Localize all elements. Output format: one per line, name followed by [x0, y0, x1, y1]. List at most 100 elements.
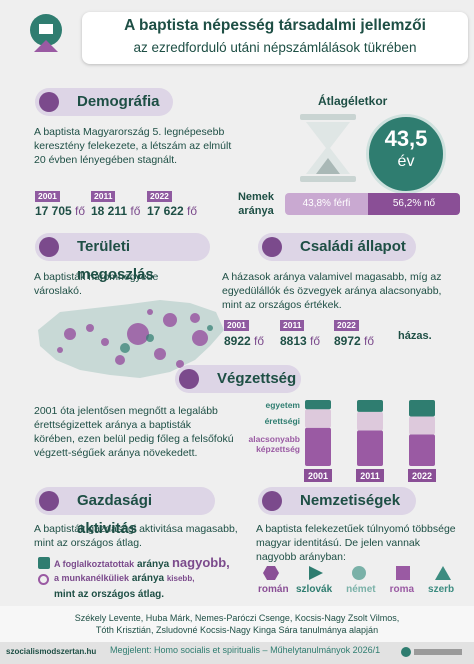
value: 17 622 fő [147, 204, 197, 218]
heading-text: Gazdasági aktivitás [77, 492, 153, 537]
item: roma [389, 584, 415, 595]
paragraph: A baptista felekezetűek túlnyomó többség… [256, 523, 456, 563]
paragraph: A baptisták gazdasági aktivitása magasab… [34, 523, 238, 549]
education-chart: egyetem érettségi alacsonyabb képzettség 200… [249, 400, 436, 482]
age-unit: év [397, 153, 415, 170]
unit: fő [130, 204, 141, 218]
year: 2001 [35, 191, 60, 202]
section-heading: Végzettség [175, 365, 301, 393]
icon [179, 369, 199, 389]
item: szlovák [296, 584, 333, 595]
value: 17 705 fő [35, 204, 85, 218]
economy-line: a munkanélküliek aránya kisebb, [54, 573, 194, 584]
economy-line: mint az országos átlag. [54, 589, 165, 600]
paragraph: A baptisták háromnegyede városlakó. [34, 271, 159, 297]
heading-text: Demográfia [77, 93, 160, 110]
number: 8813 [280, 334, 307, 348]
female-bar: 56,2% nő [368, 193, 460, 215]
number: 8922 [224, 334, 251, 348]
year: 2022 [334, 320, 359, 331]
hourglass [300, 114, 356, 182]
bar-segment [409, 434, 435, 466]
authors: Székely Levente, Huba Márk, Nemes-Parócz… [0, 612, 474, 636]
unit: fő [310, 334, 321, 348]
emphasis: nagyobb, [171, 555, 230, 570]
suffix: házas. [398, 330, 432, 342]
section-heading: Nemzetiségek [258, 487, 416, 515]
icon [38, 574, 49, 585]
bar-segment [357, 411, 383, 431]
age-circle [366, 114, 446, 194]
age-heading: Átlagéletkor [318, 94, 388, 108]
economy-line: A foglalkoztatottak aránya nagyobb, [54, 555, 230, 570]
nationality-icons [263, 566, 451, 580]
word: aránya [131, 573, 165, 584]
url: szocialismodszertan.hu [6, 647, 97, 656]
title-box [82, 12, 468, 64]
author-line: Székely Levente, Huba Márk, Nemes-Parócz… [74, 613, 400, 623]
x-tick-label: 2001 [308, 471, 328, 481]
male-bar: 43,8% férfi [285, 193, 368, 215]
section-heading: Területi megoszlás [35, 233, 210, 283]
paragraph: A házasok aránya valamivel magasabb, míg… [222, 271, 442, 311]
logo [30, 14, 62, 52]
section-heading: Családi állapot [258, 233, 416, 261]
icon [39, 491, 59, 511]
year-box [408, 469, 436, 482]
value: 8922 fő [224, 334, 264, 348]
paragraph: 2001 óta jelentősen megnőtt a legalább é… [34, 405, 234, 459]
emphasis: kisebb, [166, 574, 195, 583]
subject: a munkanélküliek [54, 573, 130, 583]
number: 17 705 [35, 204, 72, 218]
subject: A foglalkoztatottak [54, 559, 135, 569]
bar-segment [409, 400, 435, 417]
unit: fő [364, 334, 375, 348]
age-value: 43,5 [384, 126, 428, 151]
value: 18 211 fő [91, 204, 140, 218]
publisher-logo [401, 647, 462, 657]
title: A baptista népesség társadalmi jellemzői [124, 17, 426, 34]
heading-text: Területi megoszlás [77, 238, 154, 283]
number: 17 622 [147, 204, 184, 218]
nationality-list: román szlovák német roma szerb [258, 584, 468, 595]
legend-label: érettségi [265, 416, 300, 426]
bar-segment [305, 427, 331, 466]
icon [262, 491, 282, 511]
year-box [304, 469, 332, 482]
word: aránya [136, 559, 170, 570]
year: 2011 [91, 191, 116, 202]
x-tick-label: 2011 [360, 471, 380, 481]
unit: fő [187, 204, 198, 218]
value: 8972 fő [334, 334, 374, 348]
heading-text: Végzettség [217, 370, 297, 387]
year: 2011 [280, 320, 305, 331]
heading-text: Nemzetiségek [300, 492, 401, 509]
map [38, 300, 224, 378]
item: szerb [428, 584, 455, 595]
bar-segment [409, 416, 435, 435]
bar-segment [305, 409, 331, 428]
number: 18 211 [91, 204, 128, 218]
bar-segment [357, 430, 383, 466]
x-tick-label: 2022 [412, 471, 432, 481]
icon [39, 92, 59, 112]
section-heading: Gazdasági aktivitás [35, 487, 215, 537]
item: német [346, 584, 376, 595]
author-line: Tóth Krisztián, Zsludovné Kocsis-Nagy Ki… [95, 625, 379, 635]
year: 2022 [147, 191, 172, 202]
year-box [356, 469, 384, 482]
year: 2001 [224, 320, 249, 331]
unit: fő [75, 204, 86, 218]
value: 8813 fő [280, 334, 320, 348]
legend-label: alacsonyabb képzettség [249, 434, 301, 454]
unit: fő [254, 334, 265, 348]
section-heading: Demográfia [35, 88, 173, 116]
icon [262, 237, 282, 257]
footer-bar [0, 642, 474, 664]
subtitle: az ezredforduló utáni népszámlálások tük… [133, 40, 417, 55]
icon [39, 237, 59, 257]
legend-label: egyetem [266, 400, 301, 410]
gender-label: Nemek aránya [237, 191, 275, 217]
bar-segment [305, 400, 331, 410]
